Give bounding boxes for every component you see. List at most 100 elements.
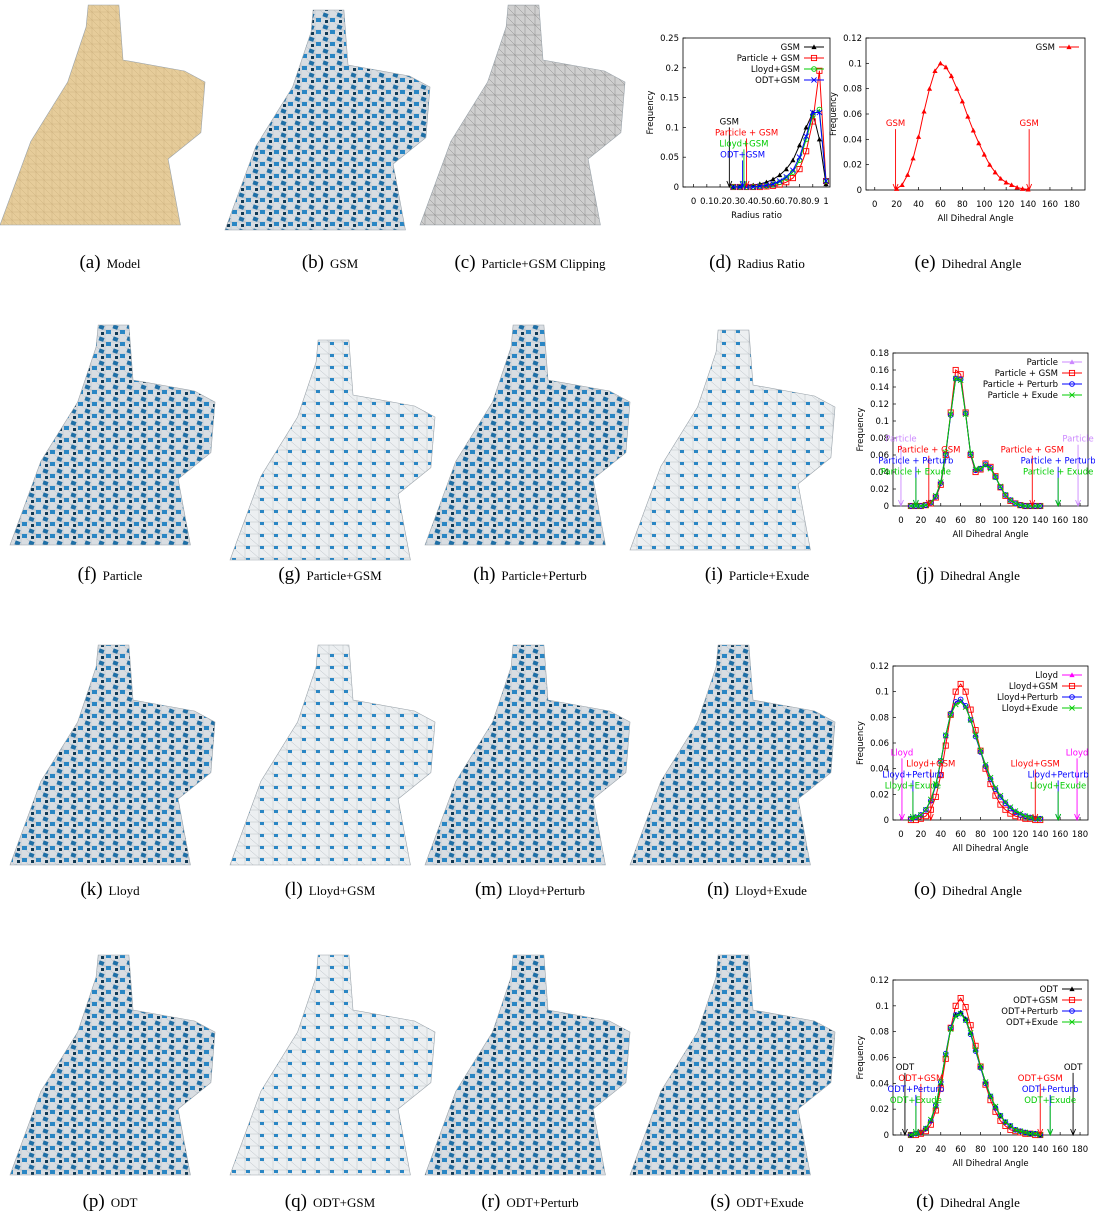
x-tick-label: 0: [898, 830, 903, 840]
y-axis-label: Frequency: [829, 92, 839, 136]
mesh-rendering: [10, 955, 215, 1175]
caption: (a)Model: [79, 252, 140, 273]
y-tick-label: 0.02: [870, 790, 889, 800]
caption-label: (c): [454, 252, 475, 273]
caption-text: Dihedral Angle: [942, 883, 1022, 898]
annotation: Lloyd+Perturb: [1028, 770, 1089, 780]
data-point: [916, 134, 921, 139]
x-tick-label: 0.1: [700, 197, 714, 207]
x-tick-label: 120: [998, 200, 1014, 210]
y-tick-label: 0.08: [843, 85, 862, 95]
annotation: ODT+Perturb: [888, 1085, 945, 1095]
legend-label: Lloyd+GSM: [1009, 682, 1058, 692]
x-tick-label: 20: [915, 516, 926, 526]
y-tick-label: 0.18: [870, 349, 889, 359]
caption-label: (m): [475, 879, 502, 900]
x-tick-label: 0: [898, 1145, 903, 1155]
x-tick-label: 100: [992, 830, 1008, 840]
y-tick-label: 0.1: [875, 1002, 889, 1012]
x-axis-label: All Dihedral Angle: [952, 844, 1028, 854]
annotation-arrow: [893, 129, 898, 190]
x-tick-label: 0.8: [793, 197, 807, 207]
mesh-rendering: [10, 645, 215, 865]
caption-text: ODT+Exude: [736, 1195, 803, 1210]
x-tick-label: 0: [872, 200, 877, 210]
legend-label: GSM: [1036, 43, 1055, 53]
mesh-rendering: [230, 955, 435, 1175]
caption-text: Dihedral Angle: [940, 568, 1020, 583]
y-tick-label: 0: [884, 1131, 889, 1141]
caption-label: (n): [707, 879, 729, 900]
annotation: ODT+GSM: [898, 1074, 943, 1084]
y-tick-label: 0: [884, 816, 889, 826]
data-point: [927, 86, 932, 91]
data-point: [770, 177, 775, 182]
annotation: GSM: [720, 117, 739, 127]
x-axis-label: All Dihedral Angle: [937, 214, 1013, 224]
x-tick-label: 160: [1042, 200, 1058, 210]
legend-label: Lloyd+Perturb: [997, 693, 1058, 703]
figure: (a)Model(b)GSM(c)Particle+GSM Clipping(d…: [0, 0, 1095, 1219]
caption-label: (k): [80, 879, 102, 900]
x-tick-label: 180: [1072, 830, 1088, 840]
x-tick-label: 0.6: [766, 197, 780, 207]
y-tick-label: 0.08: [870, 713, 889, 723]
caption-text: Particle+Exude: [729, 568, 809, 583]
caption: (b) GSM: [302, 252, 359, 273]
caption: (m)Lloyd+Perturb: [475, 879, 585, 900]
x-tick-label: 160: [1052, 516, 1068, 526]
y-tick-label: 0.25: [660, 34, 679, 44]
annotation: Particle + GSM: [715, 128, 778, 138]
x-tick-label: 120: [1012, 1145, 1028, 1155]
annotation: ODT+Exude: [890, 1096, 942, 1106]
y-tick-label: 0.2: [665, 64, 679, 74]
caption-text: GSM: [330, 256, 359, 271]
x-axis-label: All Dihedral Angle: [952, 530, 1028, 540]
data-point: [938, 61, 943, 66]
x-tick-label: 60: [955, 830, 966, 840]
x-tick-label: 160: [1052, 830, 1068, 840]
annotation: Lloyd+GSM: [906, 759, 955, 769]
annotation: Lloyd+Exude: [885, 781, 941, 791]
x-tick-label: 40: [913, 200, 924, 210]
annotation: ODT+GSM: [720, 150, 765, 160]
caption: (r)ODT+Perturb: [481, 1191, 578, 1212]
x-tick-label: 60: [955, 1145, 966, 1155]
x-tick-label: 80: [975, 516, 986, 526]
mesh-rendering: [230, 340, 435, 560]
x-tick-label: 100: [992, 516, 1008, 526]
caption-text: Particle+GSM: [306, 568, 382, 583]
caption-text: Particle: [103, 568, 143, 583]
caption: (o) Dihedral Angle: [914, 879, 1022, 900]
plot-frame: [866, 38, 1085, 190]
caption-label: (t): [916, 1191, 934, 1212]
x-tick-label: 40: [935, 1145, 946, 1155]
caption-label: (i): [705, 564, 723, 585]
annotation-arrow: [913, 1106, 918, 1135]
caption-label: (b): [302, 252, 324, 273]
annotation: GSM: [886, 119, 905, 129]
x-tick-label: 0.5: [753, 197, 767, 207]
legend-label: Particle + GSM: [995, 369, 1058, 379]
y-tick-label: 0.02: [870, 485, 889, 495]
annotation: Particle + GSM: [897, 446, 960, 456]
caption-text: Model: [107, 256, 141, 271]
x-tick-label: 140: [1032, 1145, 1048, 1155]
x-tick-label: 140: [1032, 830, 1048, 840]
y-axis-label: Frequency: [856, 721, 866, 765]
x-tick-label: 0.2: [713, 197, 727, 207]
y-tick-label: 0: [884, 502, 889, 512]
x-tick-label: 100: [992, 1145, 1008, 1155]
x-tick-label: 80: [957, 200, 968, 210]
x-axis-label: All Dihedral Angle: [952, 1159, 1028, 1169]
x-tick-label: 20: [891, 200, 902, 210]
data-point: [1015, 185, 1020, 190]
caption-text: Dihedral Angle: [942, 256, 1022, 271]
mesh-rendering: [10, 325, 215, 545]
caption-label: (o): [914, 879, 936, 900]
x-tick-label: 180: [1064, 200, 1080, 210]
annotation: ODT: [1064, 1063, 1083, 1073]
mesh-rendering: [230, 645, 435, 865]
mesh-rendering: [425, 325, 630, 545]
y-axis-label: Frequency: [856, 1036, 866, 1080]
